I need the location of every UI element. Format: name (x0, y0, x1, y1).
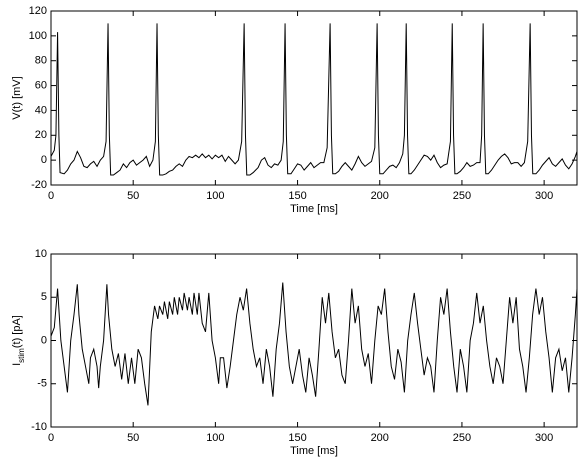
y-tick-label: 60 (35, 79, 47, 91)
plot-area (51, 282, 577, 406)
x-tick-label: 200 (371, 190, 389, 202)
y-axis-label-part: (t) [pA] (11, 315, 23, 348)
x-tick-label: 50 (127, 432, 139, 444)
y-tick-label: -5 (37, 378, 47, 390)
line-series (51, 23, 577, 176)
y-axis-label-part: I (11, 363, 23, 366)
x-tick-label: 0 (48, 432, 54, 444)
x-tick-label: 100 (206, 432, 224, 444)
y-tick-label: 0 (41, 154, 47, 166)
y-tick-label: 100 (29, 30, 47, 42)
y-tick-label: 5 (41, 291, 47, 303)
x-tick-label: 150 (288, 432, 306, 444)
x-tick-label: 100 (206, 190, 224, 202)
y-axis-label: V(t) [mV] (11, 76, 23, 119)
plot-area (51, 23, 577, 176)
y-tick-label: 0 (41, 334, 47, 346)
x-axis-label: Time [ms] (290, 203, 338, 215)
axes-box (50, 253, 578, 428)
x-tick-label: 50 (127, 190, 139, 202)
x-tick-label: 250 (453, 190, 471, 202)
x-tick-label: 300 (535, 190, 553, 202)
y-tick-label: 120 (29, 5, 47, 17)
x-tick-label: 250 (453, 432, 471, 444)
y-tick-label: -20 (31, 179, 47, 191)
x-tick-label: 300 (535, 432, 553, 444)
y-tick-label: 10 (35, 248, 47, 260)
line-series (51, 282, 577, 406)
y-axis-label: Istim(t) [pA] (11, 315, 26, 366)
x-tick-label: 150 (288, 190, 306, 202)
y-tick-label: -10 (31, 421, 47, 433)
x-tick-label: 0 (48, 190, 54, 202)
y-tick-label: 80 (35, 55, 47, 67)
x-axis-label: Time [ms] (290, 445, 338, 457)
y-tick-label: 40 (35, 104, 47, 116)
y-axis-label-part: stim (17, 348, 26, 363)
axes-box (50, 10, 578, 186)
x-tick-label: 200 (371, 432, 389, 444)
y-tick-label: 20 (35, 129, 47, 141)
